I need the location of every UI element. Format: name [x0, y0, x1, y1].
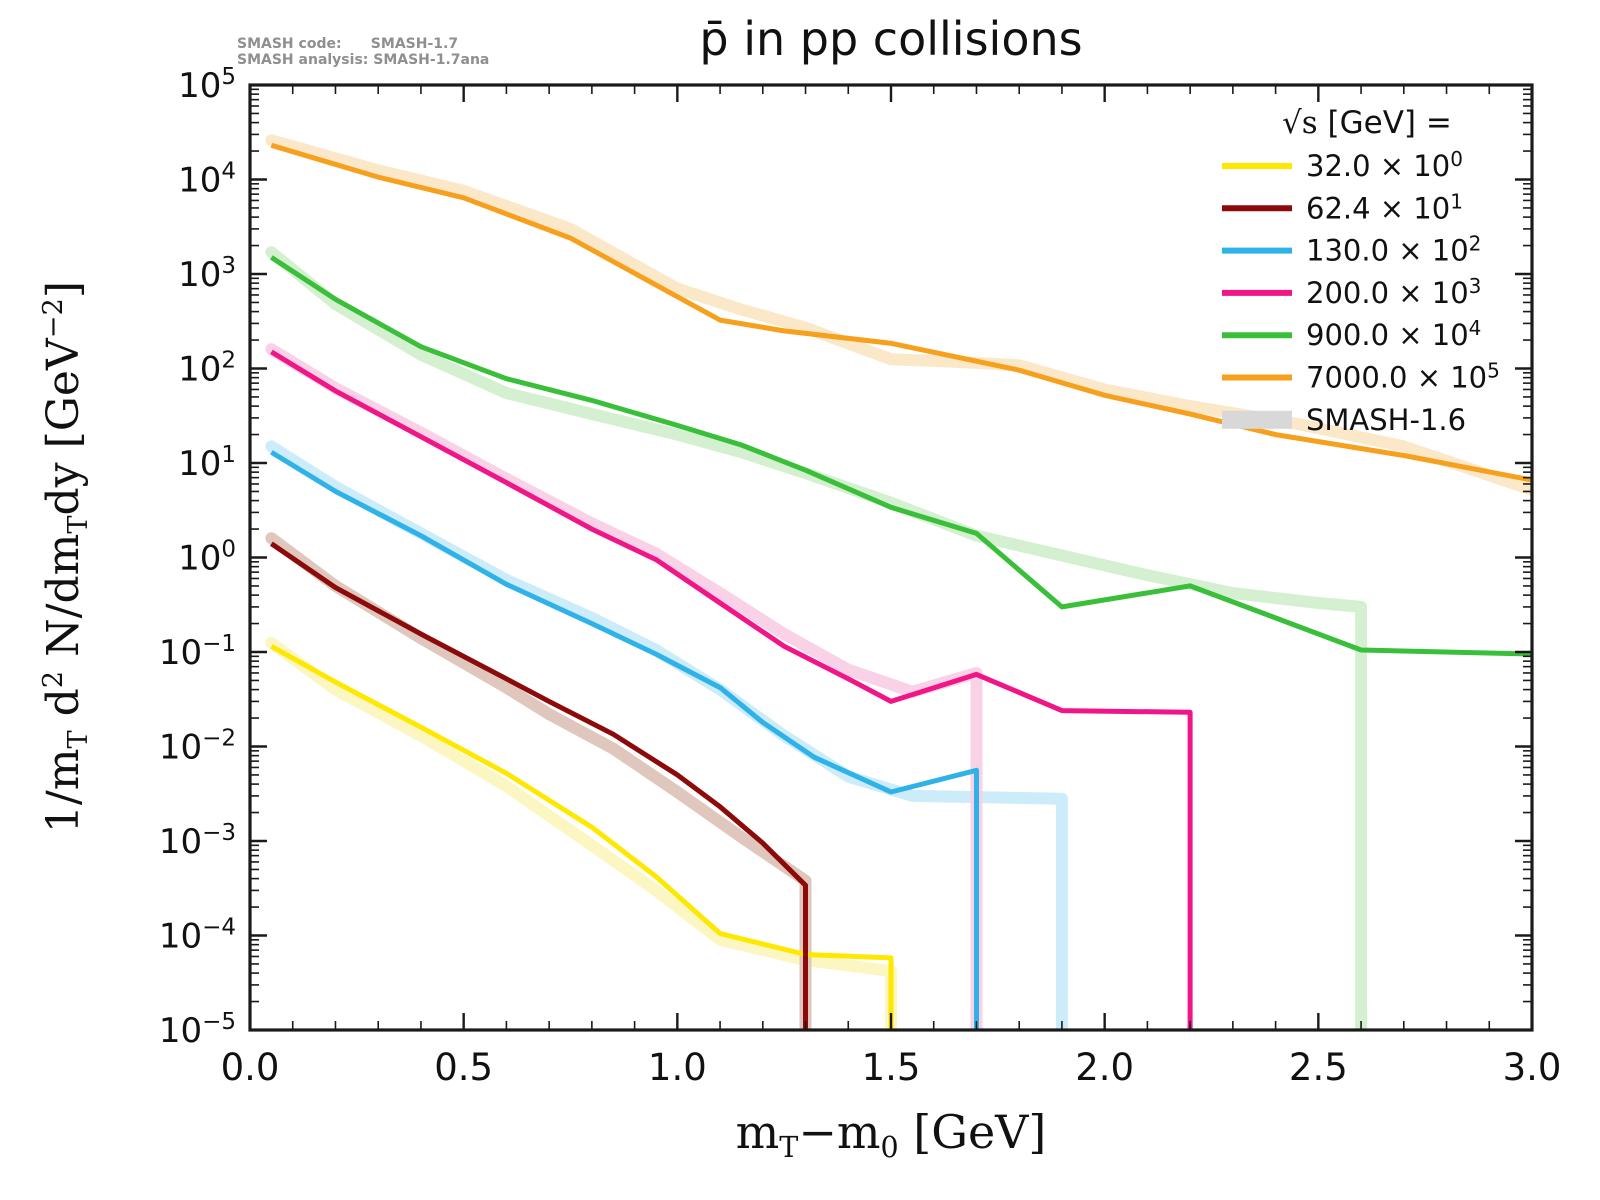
smash-version-note: SMASH code: SMASH-1.7 SMASH analysis: SMA… — [237, 36, 489, 68]
legend: 32.0 × 100 62.4 × 101 130.0 × 102 200.0 × 1… — [1222, 147, 1500, 437]
y-tick-label: 10−4 — [159, 915, 236, 957]
band-sqrt-s-900-smash16 — [265, 246, 1368, 1030]
smash17-curves — [269, 142, 1532, 1030]
series-sqrt-s-7000-smash17 — [270, 142, 1532, 483]
y-tick-label: 104 — [178, 159, 236, 201]
x-tick-label: 1.5 — [862, 1046, 921, 1089]
legend-entry-label: 900.0 × 104 — [1306, 316, 1481, 352]
legend-entry-label: 62.4 × 101 — [1306, 189, 1463, 225]
y-tick-labels: 105 104 103 102 101 100 10−1 10−2 10−3 10−4 10−5 — [159, 64, 236, 1051]
y-tick-label: 105 — [178, 64, 236, 106]
y-tick-label: 103 — [178, 253, 236, 295]
legend-entry-label: 32.0 × 100 — [1306, 147, 1463, 183]
series-sqrt-s-32-smash17 — [270, 644, 894, 1030]
x-axis-label: mT−m0 [GeV] — [736, 1105, 1047, 1164]
legend-band-swatch — [1222, 410, 1292, 429]
x-tick-label: 3.0 — [1503, 1046, 1562, 1089]
smash-code-line: SMASH code: SMASH-1.7 — [237, 36, 459, 52]
x-tick-label: 2.0 — [1075, 1046, 1134, 1089]
x-tick-label: 0.0 — [221, 1046, 280, 1089]
legend-entry-label: 130.0 × 102 — [1306, 232, 1481, 268]
x-tick-label: 2.5 — [1289, 1046, 1348, 1089]
legend-entry-label: 200.0 × 103 — [1306, 274, 1481, 310]
band-sqrt-s-32-smash16 — [265, 636, 897, 1030]
band-sqrt-s-62-smash16 — [265, 532, 812, 1030]
y-tick-label: 10−2 — [159, 726, 236, 768]
axis-ticks — [248, 83, 1534, 1032]
legend-band-label: SMASH-1.6 — [1306, 403, 1466, 437]
y-axis-label: 1/mT d2 N/dmTdy [GeV−2] — [38, 281, 94, 833]
y-tick-label: 102 — [178, 348, 236, 390]
series-sqrt-s-62-smash17 — [269, 541, 808, 1030]
y-tick-label: 101 — [178, 442, 236, 484]
legend-title: √s [GeV] = — [1282, 105, 1452, 141]
x-tick-label: 0.5 — [434, 1046, 493, 1089]
series-sqrt-s-130-smash17 — [270, 450, 979, 1030]
band-sqrt-s-200-smash16 — [265, 343, 983, 1030]
series-sqrt-s-200-smash17 — [270, 349, 1193, 1030]
smash-analysis-line: SMASH analysis: SMASH-1.7ana — [237, 52, 490, 68]
y-tick-label: 100 — [178, 537, 236, 579]
y-tick-label: 10−1 — [159, 631, 236, 673]
y-tick-label: 10−3 — [159, 820, 236, 862]
x-tick-labels: 0.0 0.5 1.0 1.5 2.0 2.5 3.0 — [221, 1046, 1562, 1089]
chart-title: p̄ in pp collisions — [699, 12, 1083, 66]
legend-entry-label: 7000.0 × 105 — [1306, 359, 1500, 395]
series-sqrt-s-900-smash17 — [270, 255, 1532, 657]
plot-frame — [248, 83, 1534, 1032]
y-tick-label: 10−5 — [159, 1009, 236, 1051]
x-tick-label: 1.0 — [648, 1046, 707, 1089]
